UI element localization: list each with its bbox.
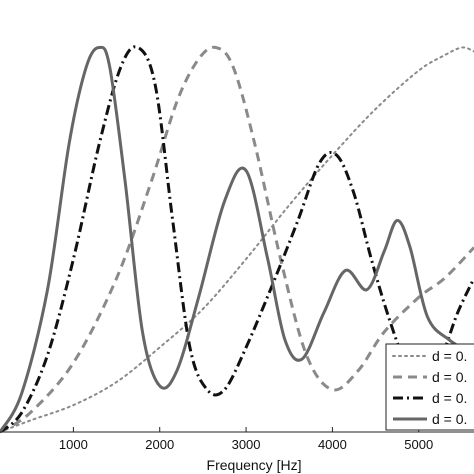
x-tick-label: 3000 xyxy=(232,437,261,452)
x-tick-label: 2000 xyxy=(145,437,174,452)
series-line-2-dashed xyxy=(0,45,474,434)
legend-label-4: d = 0. xyxy=(432,411,467,427)
x-tick-label: 1000 xyxy=(59,437,88,452)
series-line-1-dotted xyxy=(0,46,474,433)
series-line-4-solid xyxy=(0,45,474,433)
x-axis-label: Frequency [Hz] xyxy=(207,457,302,473)
legend-box xyxy=(385,343,474,431)
legend: d = 0. d = 0. d = 0. d = 0. xyxy=(385,343,474,431)
legend-label-3: d = 0. xyxy=(432,390,467,406)
x-tick-label: 4000 xyxy=(318,437,347,452)
x-tick-label: 5000 xyxy=(404,437,433,452)
legend-label-2: d = 0. xyxy=(432,369,467,385)
x-axis-ticks: 1000 2000 3000 4000 5000 xyxy=(59,427,433,452)
series-layer xyxy=(0,45,474,434)
legend-label-1: d = 0. xyxy=(432,348,467,364)
